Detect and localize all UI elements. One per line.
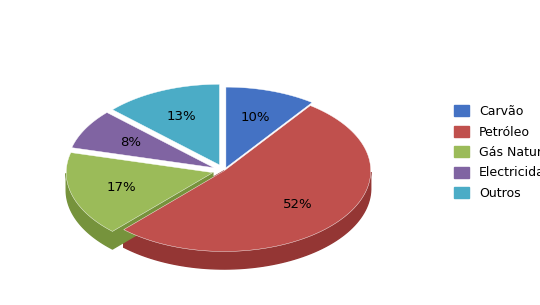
- Polygon shape: [66, 173, 112, 249]
- Text: 8%: 8%: [120, 136, 141, 149]
- Text: 10%: 10%: [241, 111, 270, 124]
- Text: 13%: 13%: [167, 110, 197, 123]
- Polygon shape: [124, 172, 371, 269]
- Text: 52%: 52%: [283, 198, 312, 211]
- Polygon shape: [72, 113, 214, 168]
- Polygon shape: [112, 173, 213, 249]
- Legend: Carvão, Petróleo, Gás Natural, Electricidade, Outros: Carvão, Petróleo, Gás Natural, Electrici…: [450, 101, 540, 204]
- Polygon shape: [124, 171, 224, 247]
- Text: 17%: 17%: [106, 181, 136, 194]
- Polygon shape: [124, 106, 371, 252]
- Polygon shape: [66, 152, 213, 231]
- Polygon shape: [112, 84, 219, 165]
- Polygon shape: [226, 87, 312, 168]
